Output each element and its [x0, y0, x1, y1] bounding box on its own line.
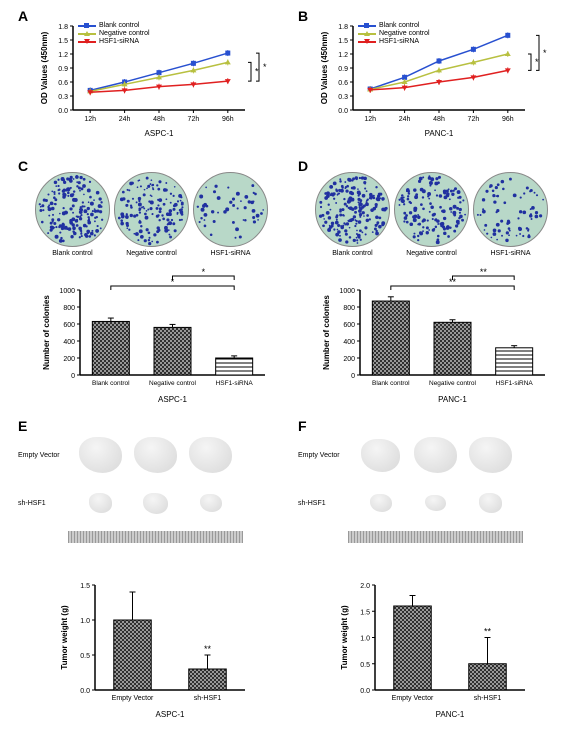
svg-text:Empty Vector: Empty Vector: [392, 695, 434, 702]
svg-text:96h: 96h: [222, 116, 234, 123]
panel-label-e: E: [18, 418, 27, 434]
legend-a: Blank controlNegative controlHSF1-siRNA: [78, 22, 150, 46]
svg-text:OD Values (450nm): OD Values (450nm): [320, 31, 329, 104]
bar-chart-d: 0 200 400 600 800 1000 Blank control Negative c…: [315, 265, 555, 405]
svg-text:OD Values (450nm): OD Values (450nm): [40, 31, 49, 104]
svg-text:24h: 24h: [399, 116, 411, 123]
svg-text:0.0: 0.0: [360, 688, 370, 695]
svg-text:HSF1-siRNA: HSF1-siRNA: [496, 380, 534, 387]
svg-text:0: 0: [351, 373, 355, 380]
svg-text:sh-HSF1: sh-HSF1: [474, 695, 502, 702]
panel-label-a: A: [18, 8, 28, 24]
svg-text:0.3: 0.3: [338, 94, 348, 101]
tumor-bar-e: 0.0 0.5 1.0 1.5 Empty Vector sh-HSF1 ** Tumor w…: [55, 570, 255, 720]
svg-text:Blank control: Blank control: [92, 380, 130, 387]
svg-text:PANC-1: PANC-1: [438, 395, 467, 404]
svg-text:**: **: [480, 267, 488, 277]
tumor-panel-e: Empty Vectorsh-HSF1: [18, 435, 278, 543]
legend-b: Blank controlNegative controlHSF1-siRNA: [358, 22, 430, 46]
svg-text:200: 200: [343, 356, 355, 363]
svg-text:*: *: [263, 62, 267, 72]
svg-text:Number of colonies: Number of colonies: [42, 295, 51, 370]
svg-text:1.5: 1.5: [58, 38, 68, 45]
svg-text:0.9: 0.9: [338, 66, 348, 73]
svg-text:1.2: 1.2: [58, 52, 68, 59]
panel-label-c: C: [18, 158, 28, 174]
svg-text:72h: 72h: [188, 116, 200, 123]
tumor-bar-f: 0.0 0.5 1.0 1.5 2.0 Empty Vector sh-HSF1 ** Tumo…: [335, 570, 535, 720]
svg-text:Negative control: Negative control: [429, 380, 477, 387]
svg-text:1000: 1000: [59, 288, 75, 295]
svg-text:1000: 1000: [339, 288, 355, 295]
svg-text:0: 0: [71, 373, 75, 380]
svg-text:0.0: 0.0: [58, 108, 68, 115]
svg-text:48h: 48h: [153, 116, 165, 123]
svg-text:PANC-1: PANC-1: [425, 129, 454, 138]
svg-text:0.0: 0.0: [80, 688, 90, 695]
svg-text:0.6: 0.6: [58, 80, 68, 87]
svg-text:Negative control: Negative control: [149, 380, 197, 387]
bar-chart-c: 0 200 400 600 800 1000 Blank control Negative c…: [35, 265, 275, 405]
svg-text:400: 400: [343, 339, 355, 346]
svg-text:1.8: 1.8: [338, 24, 348, 31]
svg-text:**: **: [204, 644, 212, 654]
svg-text:Tumor weight (g): Tumor weight (g): [60, 605, 69, 670]
svg-text:200: 200: [63, 356, 75, 363]
svg-text:0.3: 0.3: [58, 94, 68, 101]
svg-text:ASPC-1: ASPC-1: [158, 395, 187, 404]
svg-text:12h: 12h: [84, 116, 96, 123]
svg-text:ASPC-1: ASPC-1: [145, 129, 174, 138]
svg-text:800: 800: [63, 305, 75, 312]
svg-text:0.9: 0.9: [58, 66, 68, 73]
svg-text:0.5: 0.5: [80, 653, 90, 660]
tumor-panel-f: Empty Vectorsh-HSF1: [298, 435, 558, 543]
svg-text:96h: 96h: [502, 116, 514, 123]
svg-text:HSF1-siRNA: HSF1-siRNA: [216, 380, 254, 387]
svg-text:0.6: 0.6: [338, 80, 348, 87]
svg-text:2.0: 2.0: [360, 583, 370, 590]
svg-text:*: *: [543, 48, 547, 58]
svg-text:1.0: 1.0: [360, 636, 370, 643]
svg-text:0.0: 0.0: [338, 108, 348, 115]
svg-text:72h: 72h: [468, 116, 480, 123]
svg-text:Empty Vector: Empty Vector: [112, 695, 154, 702]
svg-text:12h: 12h: [364, 116, 376, 123]
svg-text:*: *: [535, 57, 539, 67]
svg-text:*: *: [255, 67, 259, 77]
svg-text:Blank control: Blank control: [372, 380, 410, 387]
svg-text:48h: 48h: [433, 116, 445, 123]
svg-text:600: 600: [343, 322, 355, 329]
svg-text:*: *: [202, 267, 206, 277]
panel-label-d: D: [298, 158, 308, 174]
line-chart-a: 0.0 0.3 0.6 0.9 1.2 1.5 1.8 12h 24h 48h 72h 96h * * OD…: [35, 18, 275, 138]
svg-text:800: 800: [343, 305, 355, 312]
svg-text:1.0: 1.0: [80, 618, 90, 625]
svg-text:1.5: 1.5: [360, 609, 370, 616]
svg-text:1.5: 1.5: [338, 38, 348, 45]
line-chart-b: 0.0 0.3 0.6 0.9 1.2 1.5 1.8 12h 24h 48h 72h 96h * * OD…: [315, 18, 555, 138]
panel-label-b: B: [298, 8, 308, 24]
svg-text:400: 400: [63, 339, 75, 346]
svg-text:ASPC-1: ASPC-1: [156, 710, 185, 719]
svg-text:1.2: 1.2: [338, 52, 348, 59]
svg-text:PANC-1: PANC-1: [436, 710, 465, 719]
svg-text:**: **: [484, 627, 492, 637]
svg-text:Tumor weight (g): Tumor weight (g): [340, 605, 349, 670]
panel-label-f: F: [298, 418, 307, 434]
svg-text:0.5: 0.5: [360, 662, 370, 669]
svg-text:sh-HSF1: sh-HSF1: [194, 695, 222, 702]
svg-text:1.8: 1.8: [58, 24, 68, 31]
svg-text:600: 600: [63, 322, 75, 329]
svg-text:Number of colonies: Number of colonies: [322, 295, 331, 370]
colony-dishes-d: [315, 172, 548, 247]
svg-text:1.5: 1.5: [80, 583, 90, 590]
colony-dishes-c: [35, 172, 268, 247]
svg-text:24h: 24h: [119, 116, 131, 123]
